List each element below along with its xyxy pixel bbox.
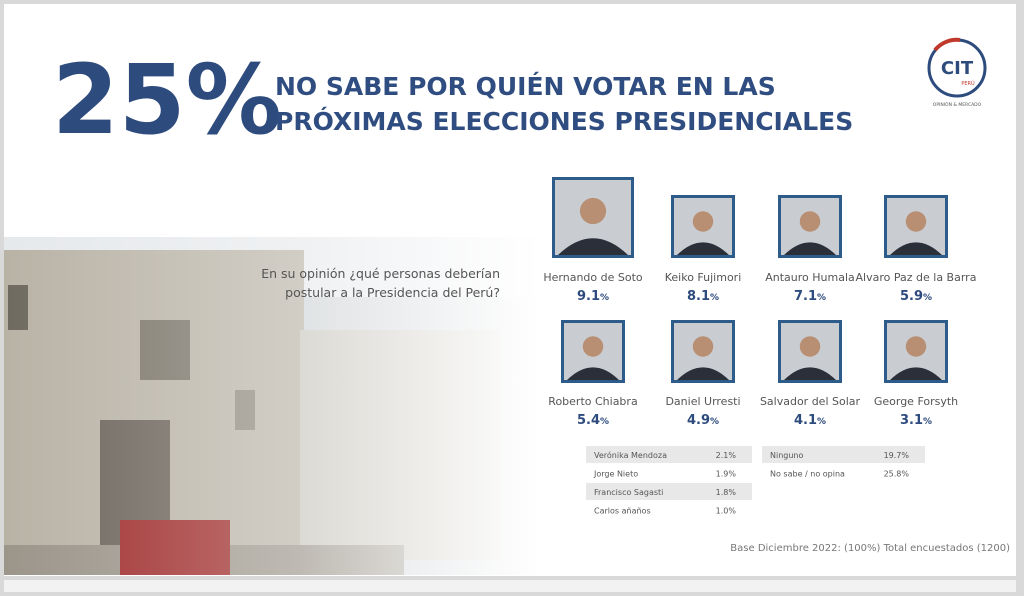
logo: CIT PERÚ OPINIÓN & MERCADO bbox=[927, 37, 987, 108]
candidate-photo bbox=[778, 320, 842, 383]
pct-value: 4.9 bbox=[687, 413, 710, 428]
pct-value: 5.9 bbox=[900, 289, 923, 304]
candidate-photo bbox=[552, 177, 634, 258]
pct-unit: % bbox=[600, 293, 609, 303]
candidate-pct: 3.1% bbox=[900, 413, 932, 428]
candidate-pct: 7.1% bbox=[794, 289, 826, 304]
other-name: No sabe / no opina bbox=[770, 470, 845, 479]
photo-body bbox=[558, 238, 628, 255]
pct-value: 9.1 bbox=[577, 289, 600, 304]
headline-figure: 25% bbox=[52, 44, 282, 156]
next-card bbox=[4, 580, 1016, 592]
pct-unit: % bbox=[600, 417, 609, 427]
photo-head bbox=[692, 211, 714, 232]
pct-value: 7.1 bbox=[794, 289, 817, 304]
pct-unit: % bbox=[710, 293, 719, 303]
other-name: Jorge Nieto bbox=[593, 470, 638, 479]
candidate-pct: 4.1% bbox=[794, 413, 826, 428]
other-name: Carlos añaños bbox=[594, 507, 651, 516]
headline-line: NO SABE POR QUIÉN VOTAR EN LAS bbox=[275, 72, 776, 101]
other-name: Verónika Mendoza bbox=[594, 450, 667, 460]
candidate-pct: 5.9% bbox=[900, 289, 932, 304]
row-shade bbox=[586, 446, 752, 463]
photo-head bbox=[905, 211, 927, 232]
pct-value: 4.1 bbox=[794, 413, 817, 428]
pct-unit: % bbox=[710, 417, 719, 427]
candidate-photo bbox=[671, 320, 735, 383]
logo-name: CIT bbox=[941, 58, 974, 79]
candidate-name: Salvador del Solar bbox=[760, 395, 861, 408]
pct-value: 8.1 bbox=[687, 289, 710, 304]
candidate-pct: 5.4% bbox=[577, 413, 609, 428]
photo-body bbox=[567, 367, 619, 380]
candidate-name: Antauro Humala bbox=[765, 271, 855, 284]
other-pct: 1.9% bbox=[716, 470, 737, 479]
candidate-photo bbox=[884, 320, 948, 383]
question: En su opinión ¿qué personas deberían bbox=[261, 266, 500, 281]
other-name: Ninguno bbox=[770, 451, 803, 460]
candidate-pct: 8.1% bbox=[687, 289, 719, 304]
pct-value: 5.4 bbox=[577, 413, 600, 428]
photo-head bbox=[799, 336, 821, 357]
pct-unit: % bbox=[817, 293, 826, 303]
building-photo bbox=[4, 237, 540, 575]
candidate-photo bbox=[671, 195, 735, 258]
logo-country: PERÚ bbox=[961, 80, 975, 87]
photo-body bbox=[677, 367, 729, 380]
photo-head bbox=[582, 336, 604, 357]
candidate-name: Hernando de Soto bbox=[543, 271, 643, 284]
candidate-name: Alvaro Paz de la Barra bbox=[856, 271, 977, 284]
candidate-photo bbox=[884, 195, 948, 258]
question: postular a la Presidencia del Perú? bbox=[285, 285, 500, 300]
candidate-name: Daniel Urresti bbox=[665, 395, 740, 408]
row-shade bbox=[586, 483, 752, 500]
photo-body bbox=[890, 367, 942, 380]
other-pct: 1.0% bbox=[716, 507, 737, 516]
photo-body bbox=[890, 242, 942, 255]
candidate-name: George Forsyth bbox=[874, 395, 958, 408]
footer: Base Diciembre 2022: (100%) Total encues… bbox=[730, 543, 1010, 554]
candidate-pct: 9.1% bbox=[577, 289, 609, 304]
other-pct: 25.8% bbox=[884, 470, 910, 479]
photo-head bbox=[799, 211, 821, 232]
headline-line: PRÓXIMAS ELECCIONES PRESIDENCIALES bbox=[275, 106, 853, 136]
photo-body bbox=[784, 367, 836, 380]
pct-unit: % bbox=[923, 293, 932, 303]
pct-unit: % bbox=[817, 417, 826, 427]
candidate-photo bbox=[778, 195, 842, 258]
row-shade bbox=[762, 446, 925, 463]
photo-head bbox=[579, 197, 607, 225]
candidate-name: Keiko Fujimori bbox=[665, 271, 742, 284]
candidate-name: Roberto Chiabra bbox=[548, 395, 637, 408]
other-pct: 2.1% bbox=[716, 451, 737, 460]
photo-body bbox=[784, 242, 836, 255]
pct-unit: % bbox=[923, 417, 932, 427]
candidate-pct: 4.9% bbox=[687, 413, 719, 428]
other-pct: 19.7% bbox=[884, 451, 910, 460]
candidate-photo bbox=[561, 320, 625, 383]
photo-head bbox=[692, 336, 714, 357]
other-pct: 1.8% bbox=[716, 488, 737, 497]
logo-tagline: OPINIÓN & MERCADO bbox=[933, 101, 982, 108]
pct-value: 3.1 bbox=[900, 413, 923, 428]
photo-head bbox=[905, 336, 927, 357]
other-name: Francisco Sagasti bbox=[594, 488, 663, 497]
photo-body bbox=[677, 242, 729, 255]
